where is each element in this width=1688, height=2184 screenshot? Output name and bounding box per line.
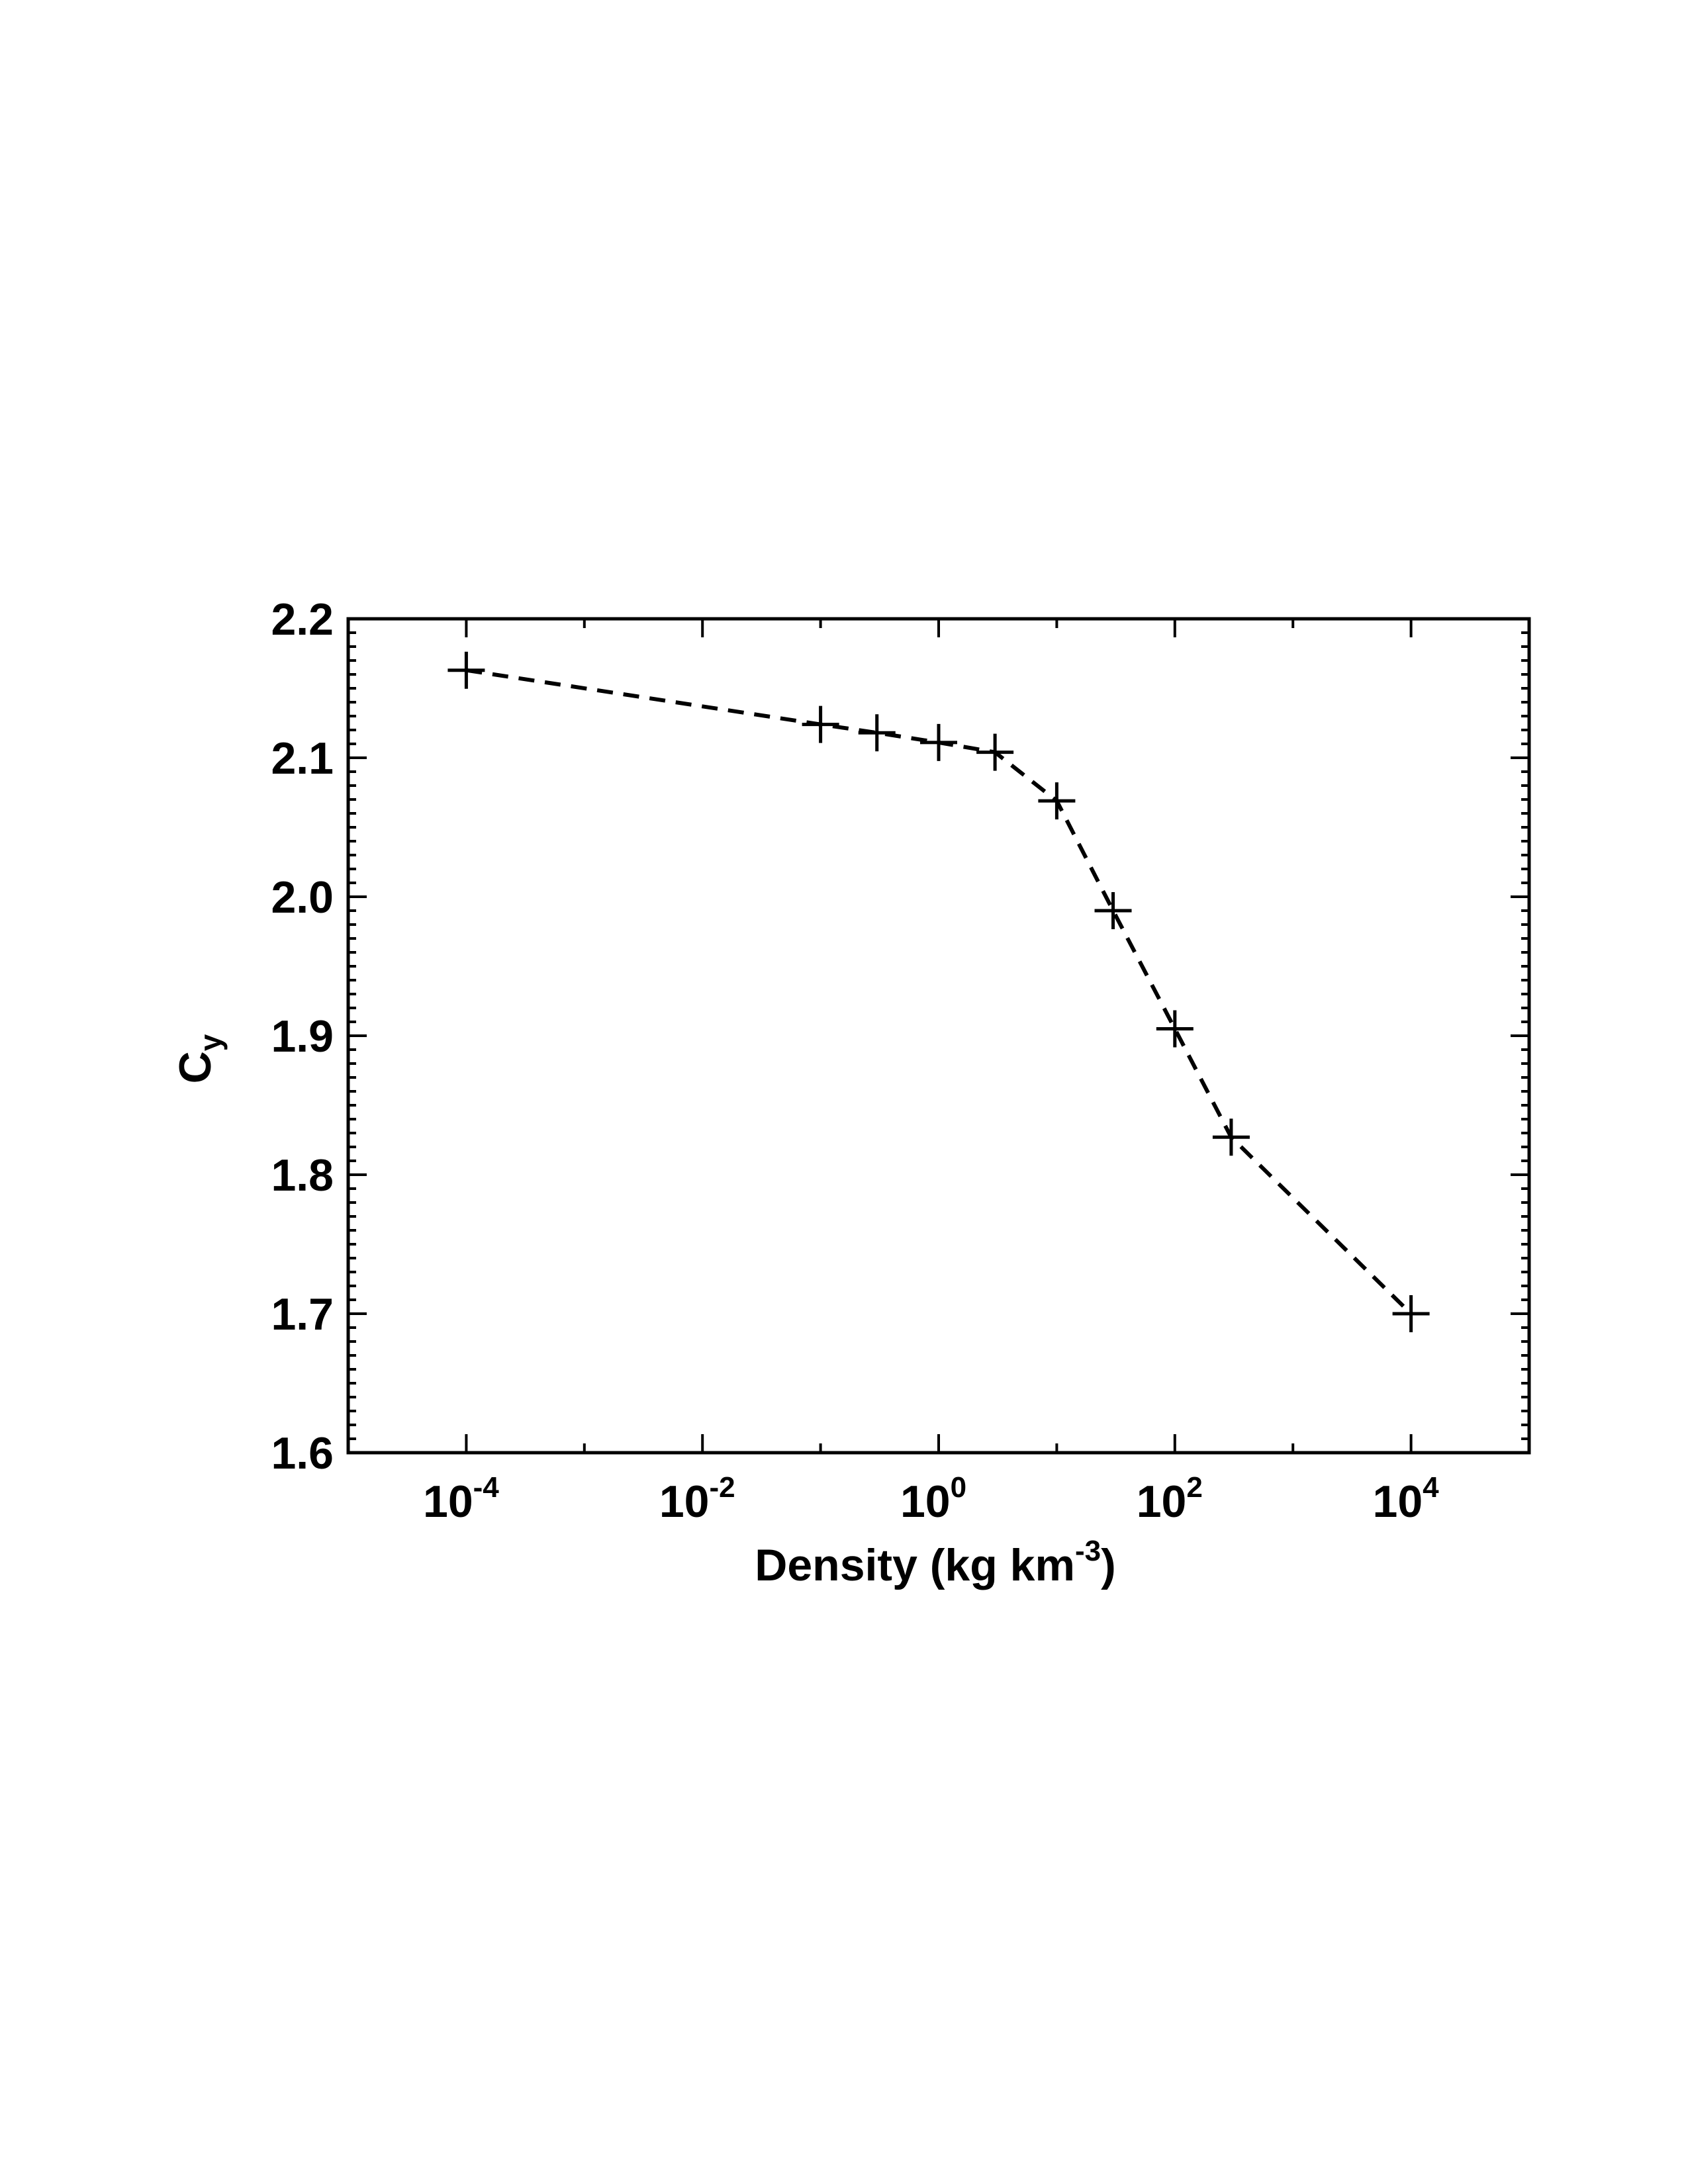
y-tick-label: 2.0 [271,872,334,923]
x-tick-label: 100 [900,1471,966,1527]
data-point-marker [1392,1295,1430,1332]
data-point-marker [1038,782,1076,820]
data-point-marker [1212,1118,1250,1156]
x-axis-title-main: Density (kg km [755,1540,1075,1590]
x-axis-title-superscript: -3 [1075,1535,1101,1567]
data-point-marker [1156,1010,1194,1048]
data-point-marker [920,723,957,761]
data-point-marker [858,714,896,752]
y-tick-label: 2.1 [271,733,334,784]
x-axis-title-end: ) [1101,1540,1116,1590]
y-tick-label: 1.9 [271,1011,334,1062]
x-axis-title: Density (kg km-3) [755,1535,1115,1590]
y-tick-label: 1.8 [271,1150,334,1201]
y-tick-label: 2.2 [271,594,334,645]
data-point-marker [1094,892,1132,929]
data-point-marker [976,733,1014,771]
x-tick-label: 104 [1373,1471,1440,1527]
y-tick-label: 1.6 [271,1428,334,1479]
plot-frame [346,617,1531,1455]
y-tick-label: 1.7 [271,1289,334,1340]
plot-area: 1.6 1.7 1.8 1.9 2.0 2.1 2.2 10-4 10-2 100 102 104 [271,594,1531,1527]
data-point-marker [447,651,485,689]
y-axis-title-main: C [170,1051,220,1083]
y-axis-title-subscript: y [193,1034,228,1051]
x-tick-label: 102 [1137,1471,1203,1527]
y-axis-title: Cy [170,1034,228,1083]
x-tick-label: 10-4 [423,1471,499,1527]
data-point-marker [802,705,839,743]
series-line [465,668,1413,1316]
x-tick-label: 10-2 [659,1471,735,1527]
